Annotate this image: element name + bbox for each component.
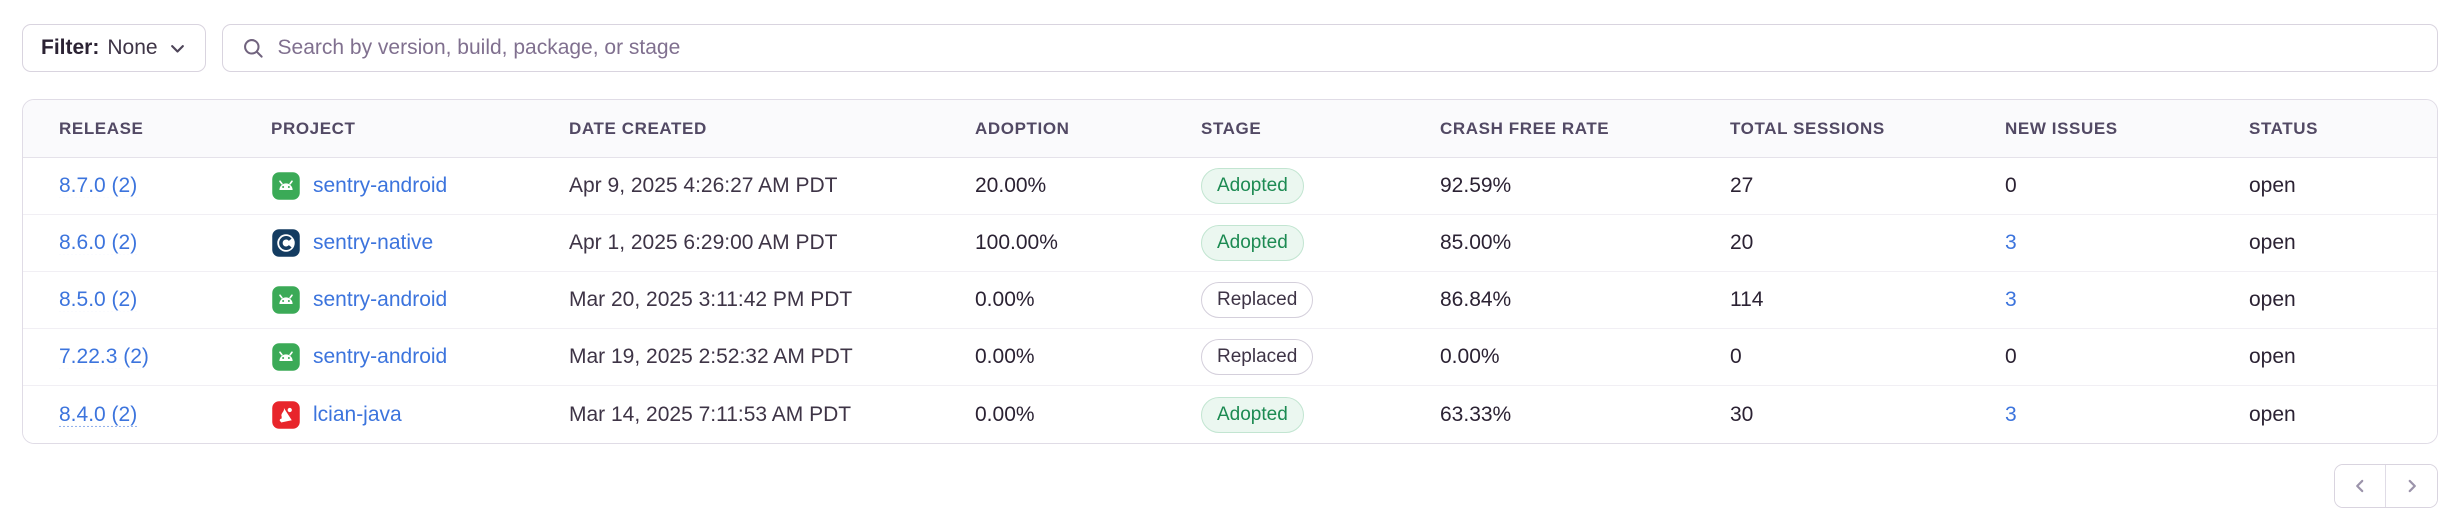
col-header-status: Status	[2249, 118, 2319, 138]
chevron-down-icon	[168, 39, 187, 58]
col-header-crash-free-rate: Crash Free Rate	[1440, 118, 1610, 138]
pagination-group	[2334, 464, 2438, 508]
adoption-cell: 0.00%	[975, 402, 1035, 426]
release-version-link[interactable]: 8.7.0 (2)	[59, 174, 138, 197]
new-issues-link[interactable]: 3	[2005, 231, 2017, 254]
table-header-row: Release Project Date Created Adoption St…	[23, 100, 2437, 158]
date-created-cell: Mar 19, 2025 2:52:32 AM PDT	[569, 345, 853, 368]
col-header-stage: Stage	[1201, 118, 1262, 138]
previous-page-button[interactable]	[2335, 465, 2386, 507]
table-row: 8.7.0 (2) sentry-android Apr 9, 2025 4:2…	[23, 158, 2437, 215]
java-icon	[271, 400, 301, 430]
stage-badge: Adopted	[1201, 225, 1304, 261]
adoption-cell: 0.00%	[975, 288, 1035, 311]
stage-badge: Replaced	[1201, 339, 1314, 375]
crash-free-rate-cell: 85.00%	[1440, 231, 1512, 254]
status-cell: open	[2249, 345, 2296, 368]
date-created-cell: Mar 14, 2025 7:11:53 AM PDT	[569, 402, 852, 426]
status-cell: open	[2249, 402, 2296, 426]
android-icon	[271, 285, 301, 315]
chevron-left-icon	[2351, 477, 2369, 495]
c-native-icon	[271, 228, 301, 258]
col-header-new-issues: New Issues	[2005, 118, 2118, 138]
adoption-cell: 20.00%	[975, 174, 1047, 197]
total-sessions-cell: 114	[1730, 288, 1764, 311]
crash-free-rate-cell: 92.59%	[1440, 174, 1512, 197]
col-header-date-created: Date Created	[569, 118, 707, 138]
project-link[interactable]: sentry-android	[313, 174, 448, 197]
release-version-link[interactable]: 7.22.3 (2)	[59, 345, 149, 368]
date-created-cell: Apr 1, 2025 6:29:00 AM PDT	[569, 231, 838, 254]
release-version-link[interactable]: 8.4.0 (2)	[59, 402, 138, 426]
filter-label: Filter:	[41, 36, 100, 59]
new-issues-link[interactable]: 3	[2005, 402, 2017, 426]
filter-dropdown-button[interactable]: Filter: None	[22, 24, 206, 72]
stage-badge: Adopted	[1201, 168, 1304, 204]
table-row: 7.22.3 (2) sentry-android Mar 19, 2025 2…	[23, 329, 2437, 386]
stage-badge: Adopted	[1201, 396, 1304, 433]
col-header-release: Release	[59, 118, 144, 138]
project-link[interactable]: lcian-java	[313, 402, 402, 426]
search-icon	[241, 36, 265, 60]
search-bar[interactable]	[221, 24, 2438, 72]
new-issues-cell: 0	[2005, 345, 2017, 368]
adoption-cell: 100.00%	[975, 231, 1058, 254]
status-cell: open	[2249, 174, 2296, 197]
status-cell: open	[2249, 288, 2296, 311]
col-header-adoption: Adoption	[975, 118, 1070, 138]
pagination-row	[22, 464, 2438, 508]
col-header-total-sessions: Total Sessions	[1730, 118, 1885, 138]
new-issues-cell: 0	[2005, 174, 2017, 197]
date-created-cell: Mar 20, 2025 3:11:42 PM PDT	[569, 288, 853, 311]
table-row: 8.5.0 (2) sentry-android Mar 20, 2025 3:…	[23, 272, 2437, 329]
search-input[interactable]	[277, 25, 2419, 71]
total-sessions-cell: 20	[1730, 231, 1754, 254]
crash-free-rate-cell: 63.33%	[1440, 402, 1512, 426]
col-header-project: Project	[271, 118, 356, 138]
release-version-link[interactable]: 8.5.0 (2)	[59, 288, 138, 311]
filter-selected-value: None	[107, 36, 158, 59]
project-link[interactable]: sentry-android	[313, 345, 448, 368]
project-link[interactable]: sentry-android	[313, 288, 448, 311]
new-issues-link[interactable]: 3	[2005, 288, 2017, 311]
releases-page: Filter: None Release Project Date Create…	[22, 24, 2438, 508]
table-row: 8.4.0 (2) lcian-java Mar 14, 2025 7:11:5…	[23, 386, 2437, 443]
toolbar: Filter: None	[22, 24, 2438, 72]
adoption-cell: 0.00%	[975, 345, 1035, 368]
project-link[interactable]: sentry-native	[313, 231, 434, 254]
android-icon	[271, 171, 301, 201]
total-sessions-cell: 27	[1730, 174, 1754, 197]
table-row: 8.6.0 (2) sentry-native Apr 1, 2025 6:29…	[23, 215, 2437, 272]
stage-badge: Replaced	[1201, 282, 1314, 318]
android-icon	[271, 342, 301, 372]
date-created-cell: Apr 9, 2025 4:26:27 AM PDT	[569, 174, 838, 197]
crash-free-rate-cell: 0.00%	[1440, 345, 1500, 368]
chevron-right-icon	[2403, 477, 2421, 495]
releases-table: Release Project Date Created Adoption St…	[22, 99, 2438, 444]
next-page-button[interactable]	[2386, 465, 2437, 507]
status-cell: open	[2249, 231, 2296, 254]
total-sessions-cell: 30	[1730, 402, 1754, 426]
crash-free-rate-cell: 86.84%	[1440, 288, 1512, 311]
release-version-link[interactable]: 8.6.0 (2)	[59, 231, 138, 254]
total-sessions-cell: 0	[1730, 345, 1742, 368]
